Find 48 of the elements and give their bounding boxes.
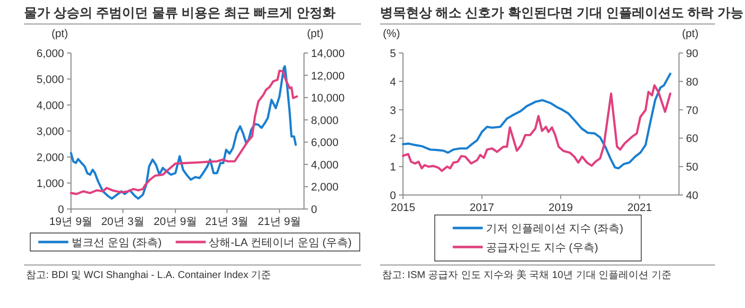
y2-tick-label: 4,000 (311, 159, 339, 172)
y2-tick-label: 50 (686, 162, 698, 174)
y2-tick-label: 80 (686, 76, 698, 88)
x-tick-label: 20년 9월 (154, 216, 198, 228)
x-tick-label: 2021 (627, 202, 652, 214)
chart-title: 병목현상 해소 신호가 확인된다면 기대 인플레이션도 하락 가능 (380, 5, 744, 20)
legend-label: 기저 인플레이션 지수 (좌측) (486, 223, 624, 235)
y-tick-label: 4,000 (36, 100, 64, 112)
y-axis-title: (%) (382, 28, 400, 40)
legend-label: 공급자인도 지수 (우측) (486, 242, 598, 254)
y2-axis-title: (pt) (307, 28, 324, 40)
y2-tick-label: 10,000 (311, 92, 345, 105)
x-tick-label: 2019 (548, 202, 573, 214)
y2-tick-label: 70 (686, 104, 698, 117)
y2-tick-label: 2,000 (311, 182, 339, 194)
x-tick-label: 19년 9월 (49, 216, 93, 228)
y2-axis-title: (pt) (682, 28, 698, 40)
y-tick-label: 5 (390, 48, 396, 60)
text: 참고: BDI 및 WCI Shanghai - L.A. Container Index 기준 (26, 270, 272, 281)
y2-tick-label: 8,000 (311, 114, 339, 127)
x-tick-label: 21년 3월 (205, 216, 249, 228)
text: 참고: ISM 공급자 인도 지수와 美 국채 10년 기대 인플레이션 기준 (382, 269, 672, 281)
y-tick-label: 1,000 (36, 178, 64, 190)
y-tick-label: 2 (390, 133, 396, 146)
y-tick-label: 3 (390, 104, 396, 117)
x-tick-label: 2015 (390, 202, 416, 214)
y2-tick-label: 40 (686, 190, 698, 202)
y2-tick-label: 6,000 (311, 137, 339, 150)
y2-tick-label: 60 (686, 133, 698, 146)
y-tick-label: 6,000 (36, 48, 64, 60)
legend-label: 벌크선 운임 (좌측) (71, 237, 162, 249)
y-tick-label: 0 (58, 204, 64, 216)
y-axis-title: (pt) (52, 28, 68, 40)
y2-tick-label: 0 (311, 204, 318, 216)
x-tick-label: 2017 (470, 202, 494, 214)
y2-tick-label: 90 (686, 48, 698, 60)
y2-tick-label: 12,000 (311, 70, 345, 82)
y-tick-label: 4 (390, 76, 396, 88)
y-tick-label: 1 (390, 162, 396, 174)
legend-label: 상해-LA 컨테이너 운임 (우측) (208, 237, 352, 249)
chart-title: 물가 상승의 주범이던 물류 비용은 최근 빠르게 안정화 (24, 5, 336, 20)
x-tick-label: 21년 9월 (258, 216, 302, 228)
y2-tick-label: 14,000 (311, 48, 345, 60)
y-tick-label: 0 (390, 190, 396, 202)
y-tick-label: 2,000 (36, 152, 64, 164)
y-tick-label: 5,000 (36, 74, 64, 86)
x-tick-label: 20년 3월 (101, 216, 145, 228)
y-tick-label: 3,000 (36, 126, 64, 138)
